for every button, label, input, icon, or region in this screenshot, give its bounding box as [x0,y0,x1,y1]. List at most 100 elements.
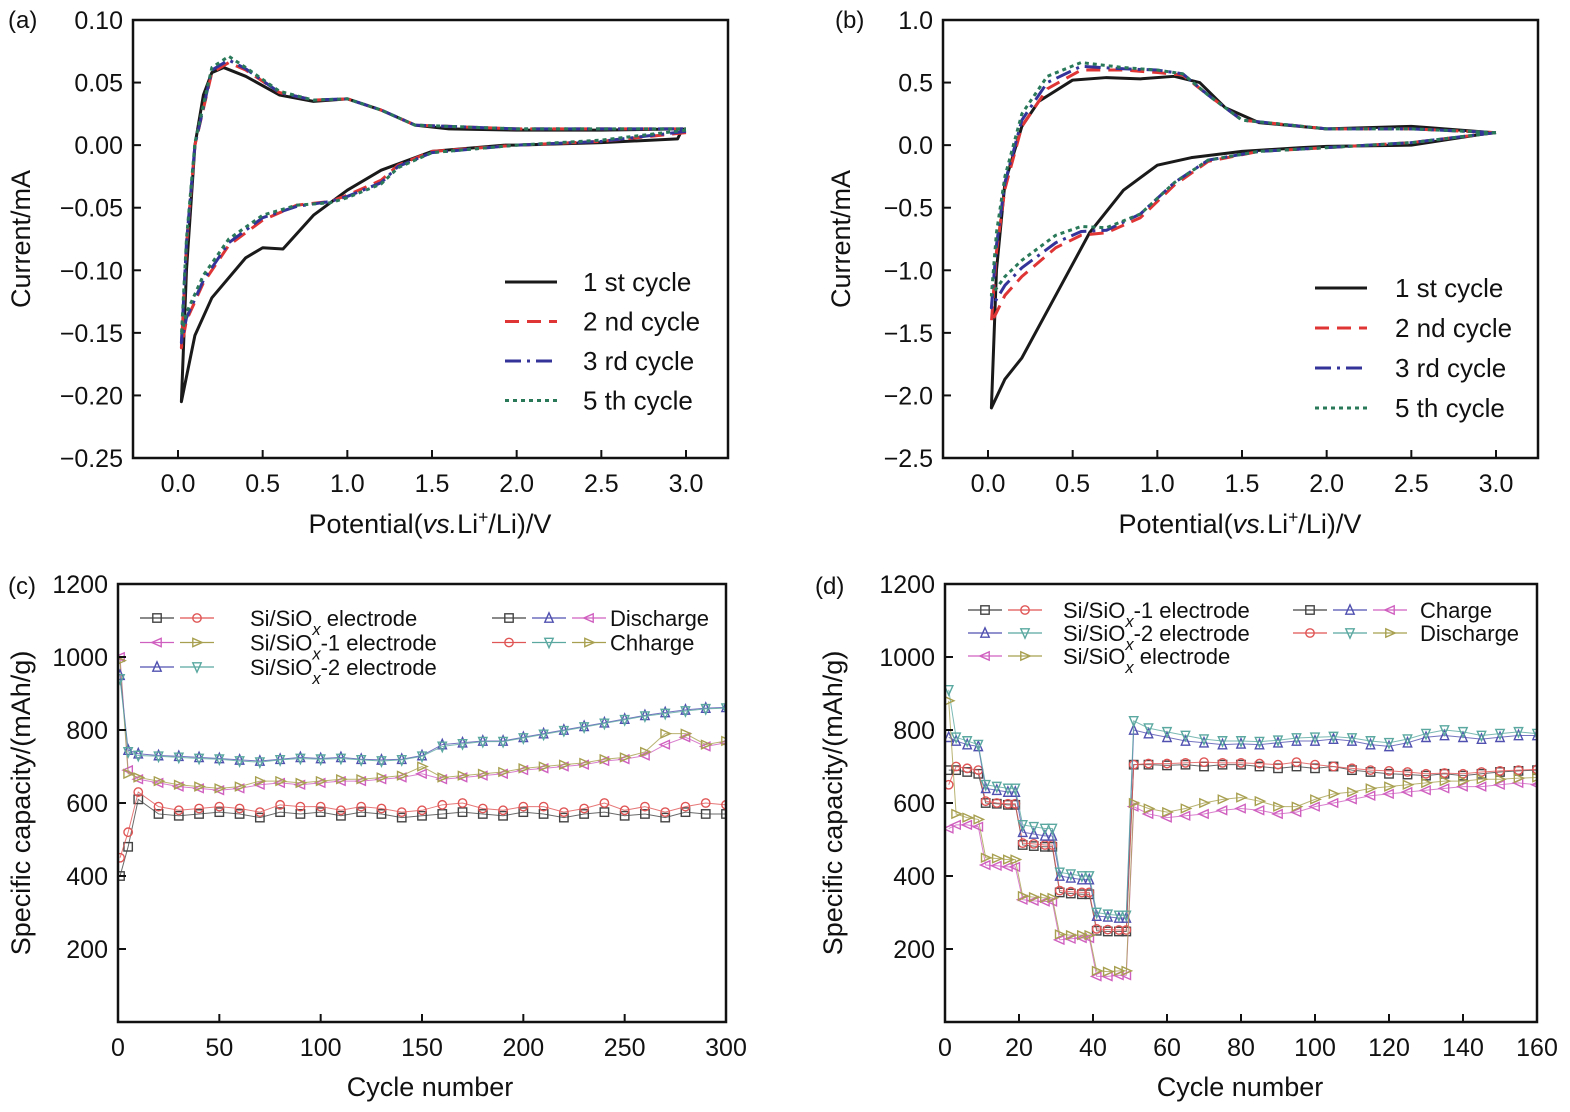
y-axis-title: Specific capacity/(mAh/g) [6,651,36,956]
data-point [1513,772,1526,784]
data-point [1114,925,1124,935]
data-point [1457,730,1469,743]
data-point [538,729,549,742]
data-point [1215,805,1228,816]
data-point [315,754,326,767]
data-point [214,807,225,818]
data-point [437,809,448,819]
data-point [980,781,991,794]
data-point [599,715,610,728]
data-point [579,809,590,819]
data-point [1383,739,1395,752]
data-point [1421,777,1433,789]
data-point [1077,887,1087,898]
data-point [518,733,529,745]
data-point [1047,823,1058,836]
data-point [1328,788,1341,800]
data-point [1076,871,1088,883]
data-point [1476,732,1487,745]
data-point [951,765,962,776]
data-point [1419,784,1431,796]
data-point [1084,887,1095,898]
x-tick-label: 2.5 [1394,470,1429,498]
data-point [376,753,387,765]
data-point [1291,757,1302,768]
data-point [1476,773,1489,785]
data-point [1017,890,1030,902]
data-point [254,775,267,787]
data-point [133,787,144,797]
data-point [477,734,489,746]
data-point [1047,892,1060,904]
x-tick-label: 3.0 [1479,470,1514,498]
series-line-5 [948,700,1537,973]
data-point [1384,781,1396,792]
data-point [1198,734,1210,747]
data-point [619,810,630,821]
data-point [578,719,590,732]
series-line-1 [119,791,726,858]
data-point [1235,736,1247,749]
data-point [1217,794,1230,805]
x-axis-title-part: /Li)/V [1298,509,1361,539]
data-point [640,809,650,819]
data-point [295,801,306,812]
data-point [356,807,367,818]
plot-area [179,54,687,404]
data-point [173,805,184,816]
data-point [1402,769,1413,780]
data-point [1384,768,1394,779]
data-point [1017,825,1028,838]
data-point [1495,765,1505,776]
data-point [123,827,134,838]
data-point [1365,737,1376,750]
data-point [1363,790,1376,801]
plot-frame [131,18,730,460]
data-point [252,779,265,791]
data-point [950,732,962,745]
data-point [1128,723,1139,735]
legend-marker [192,613,202,623]
data-point [295,753,306,766]
data-point [951,808,964,820]
data-point [978,859,991,871]
x-axis-title-part: Li [1267,509,1288,539]
data-point [356,801,367,812]
data-point [680,728,693,739]
legend-marker [980,605,990,615]
data-point [133,772,146,783]
label-text: -2 electrode [321,655,437,680]
data-point [579,757,592,769]
data-point [335,753,347,766]
data-point [1400,786,1413,798]
data-point [659,708,671,721]
y-tick-label: 1.0 [898,7,933,35]
legend-label: Si/SiOx electrode [250,606,417,639]
data-point [619,752,632,763]
data-point [980,779,991,792]
data-point [1494,730,1506,743]
data-point [973,739,984,752]
data-point [1162,806,1174,818]
legend-type-label: Chharge [610,631,694,656]
data-point [1054,885,1065,896]
data-point [477,736,489,749]
data-point [1458,768,1468,779]
data-point [1091,965,1104,977]
data-point [498,766,510,778]
legend-label: Si/SiOx-2 electrode [250,655,437,688]
data-point [1091,909,1102,922]
x-tick-label: 0.0 [161,470,196,498]
legend-label: 2 nd cycle [1395,313,1512,343]
data-point [457,770,470,781]
x-tick-label: 0.0 [971,470,1006,498]
data-point [1017,838,1028,849]
legend-marker [1344,628,1356,640]
data-point [1310,759,1320,770]
data-point [1000,861,1013,873]
data-point [118,852,125,863]
y-tick-label: −0.10 [60,257,123,285]
data-point [132,750,144,763]
legend-label: 2 nd cycle [583,307,700,337]
